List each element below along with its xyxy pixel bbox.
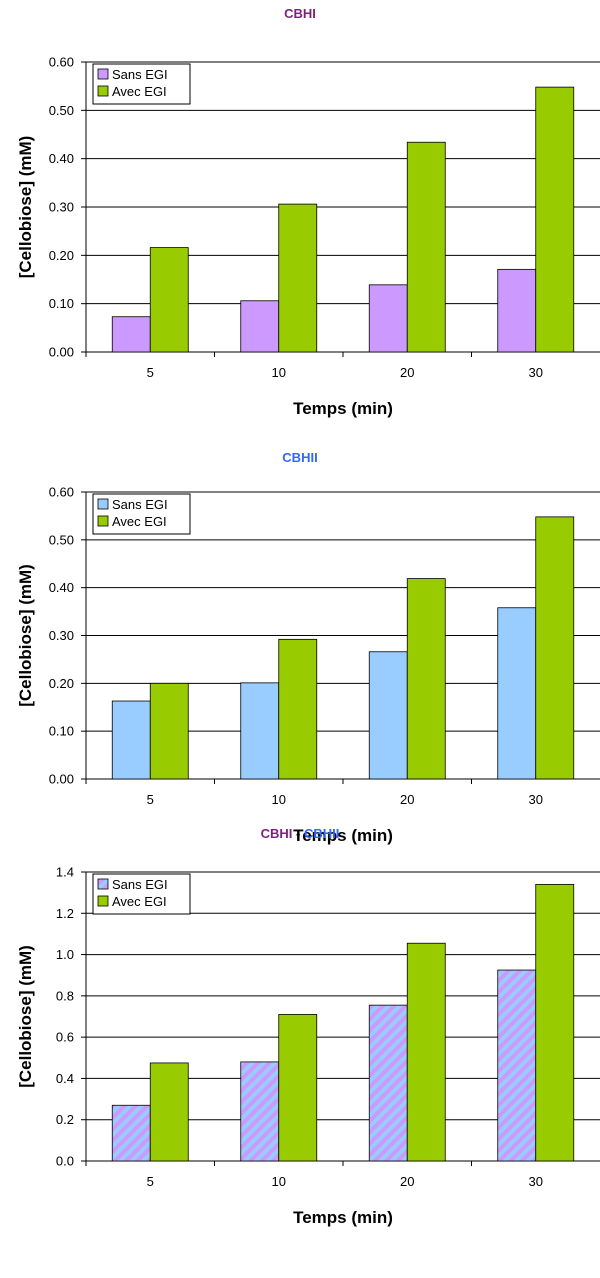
chart-title-part: CBHI bbox=[261, 826, 293, 841]
x-tick-label: 20 bbox=[400, 792, 414, 807]
bar-avec-egi bbox=[406, 942, 446, 1162]
chart-title-part: CBHII bbox=[282, 450, 317, 465]
legend-box bbox=[92, 63, 191, 105]
bar-sans-egi bbox=[240, 1061, 280, 1162]
x-tick-label: 5 bbox=[147, 792, 154, 807]
y-tick-label: 0.00 bbox=[49, 772, 74, 787]
y-tick-label: 0.6 bbox=[56, 1030, 74, 1045]
chart-title-part: CBHI bbox=[284, 6, 316, 21]
bar-sans-egi bbox=[111, 700, 151, 780]
legend: Sans EGI Avec EGI bbox=[92, 873, 191, 915]
bar-sans-egi bbox=[497, 969, 537, 1162]
legend-label: Avec EGI bbox=[112, 514, 167, 529]
chart-title: CBHI bbox=[284, 6, 316, 21]
x-axis-title: Temps (min) bbox=[293, 1208, 393, 1227]
bar-sans-egi bbox=[368, 284, 408, 353]
y-tick-label: 0.30 bbox=[49, 200, 74, 215]
legend-swatch bbox=[97, 498, 109, 510]
bar-avec-egi bbox=[278, 638, 318, 780]
legend-swatch bbox=[97, 515, 109, 527]
bar-sans-egi bbox=[368, 1004, 408, 1162]
legend-swatch bbox=[97, 895, 109, 907]
bar-sans-egi bbox=[240, 682, 280, 780]
chart-3: CBHI - CBHII 0.0 0.2 0.4 0.6 0.8 1.0 1.2 1.4 5 10 2… bbox=[16, 826, 600, 1227]
legend: Sans EGI Avec EGI bbox=[92, 493, 191, 535]
legend-label: Avec EGI bbox=[112, 84, 167, 99]
legend: Sans EGI Avec EGI bbox=[92, 63, 191, 105]
x-axis-title: Temps (min) bbox=[293, 826, 393, 845]
y-tick-label: 0.4 bbox=[56, 1071, 74, 1086]
bar-sans-egi bbox=[111, 1104, 151, 1162]
x-tick-label: 10 bbox=[272, 792, 286, 807]
y-tick-label: 1.4 bbox=[56, 865, 74, 880]
y-tick-label: 0.10 bbox=[49, 724, 74, 739]
x-axis-title: Temps (min) bbox=[293, 399, 393, 418]
legend-swatch bbox=[97, 68, 109, 80]
chart-title-part: CBHII bbox=[304, 826, 339, 841]
y-axis-title: [Cellobiose] (mM) bbox=[16, 945, 35, 1088]
bar-avec-egi bbox=[406, 141, 446, 353]
y-tick-label: 0.50 bbox=[49, 103, 74, 118]
y-tick-label: 0.00 bbox=[49, 345, 74, 360]
y-axis-title: [Cellobiose] (mM) bbox=[16, 564, 35, 707]
y-tick-label: 0.8 bbox=[56, 988, 74, 1003]
bar-sans-egi bbox=[497, 607, 537, 780]
bar-sans-egi bbox=[497, 268, 537, 353]
y-tick-label: 0.50 bbox=[49, 532, 74, 547]
legend-swatch bbox=[97, 878, 109, 890]
y-tick-label: 0.2 bbox=[56, 1112, 74, 1127]
chart-title: CBHI - CBHII bbox=[261, 826, 340, 841]
x-tick-label: 10 bbox=[272, 365, 286, 380]
chart-2: CBHII 0.00 0.10 0.20 0.30 0.40 0.50 0.60 5 10 20 30… bbox=[16, 450, 600, 845]
bar-sans-egi bbox=[111, 316, 151, 353]
bar-avec-egi bbox=[278, 1014, 318, 1162]
chart-title-part: - bbox=[292, 826, 304, 841]
y-tick-label: 0.10 bbox=[49, 296, 74, 311]
y-tick-label: 0.60 bbox=[49, 485, 74, 500]
bar-avec-egi bbox=[535, 516, 575, 780]
legend-label: Sans EGI bbox=[112, 67, 168, 82]
bar-avec-egi bbox=[149, 1062, 189, 1162]
legend-label: Avec EGI bbox=[112, 894, 167, 909]
y-tick-label: 1.0 bbox=[56, 947, 74, 962]
y-tick-label: 0.30 bbox=[49, 628, 74, 643]
x-tick-label: 20 bbox=[400, 1174, 414, 1189]
y-tick-label: 0.60 bbox=[49, 55, 74, 70]
x-tick-label: 5 bbox=[147, 365, 154, 380]
bar-sans-egi bbox=[368, 651, 408, 780]
x-tick-label: 5 bbox=[147, 1174, 154, 1189]
y-tick-label: 0.40 bbox=[49, 580, 74, 595]
y-tick-label: 0.40 bbox=[49, 151, 74, 166]
chart-1: CBHI 0.00 0.10 0.20 0.30 0.40 0.50 0.60 5 10 20 30 T… bbox=[16, 6, 600, 418]
legend-box bbox=[92, 873, 191, 915]
y-tick-label: 0.20 bbox=[49, 248, 74, 263]
legend-label: Sans EGI bbox=[112, 877, 168, 892]
legend-label: Sans EGI bbox=[112, 497, 168, 512]
y-axis-title: [Cellobiose] (mM) bbox=[16, 136, 35, 279]
bar-avec-egi bbox=[535, 86, 575, 353]
bar-avec-egi bbox=[278, 203, 318, 353]
legend-swatch bbox=[97, 85, 109, 97]
bar-avec-egi bbox=[406, 578, 446, 780]
bar-avec-egi bbox=[535, 883, 575, 1162]
x-tick-label: 30 bbox=[529, 1174, 543, 1189]
y-tick-label: 0.0 bbox=[56, 1154, 74, 1169]
y-tick-label: 1.2 bbox=[56, 906, 74, 921]
x-tick-label: 10 bbox=[272, 1174, 286, 1189]
chart-title: CBHII bbox=[282, 450, 317, 465]
y-tick-label: 0.20 bbox=[49, 676, 74, 691]
legend-box bbox=[92, 493, 191, 535]
x-tick-label: 20 bbox=[400, 365, 414, 380]
bar-sans-egi bbox=[240, 300, 280, 353]
x-tick-label: 30 bbox=[529, 792, 543, 807]
bar-avec-egi bbox=[149, 247, 189, 353]
x-tick-label: 30 bbox=[529, 365, 543, 380]
bar-avec-egi bbox=[149, 682, 189, 780]
